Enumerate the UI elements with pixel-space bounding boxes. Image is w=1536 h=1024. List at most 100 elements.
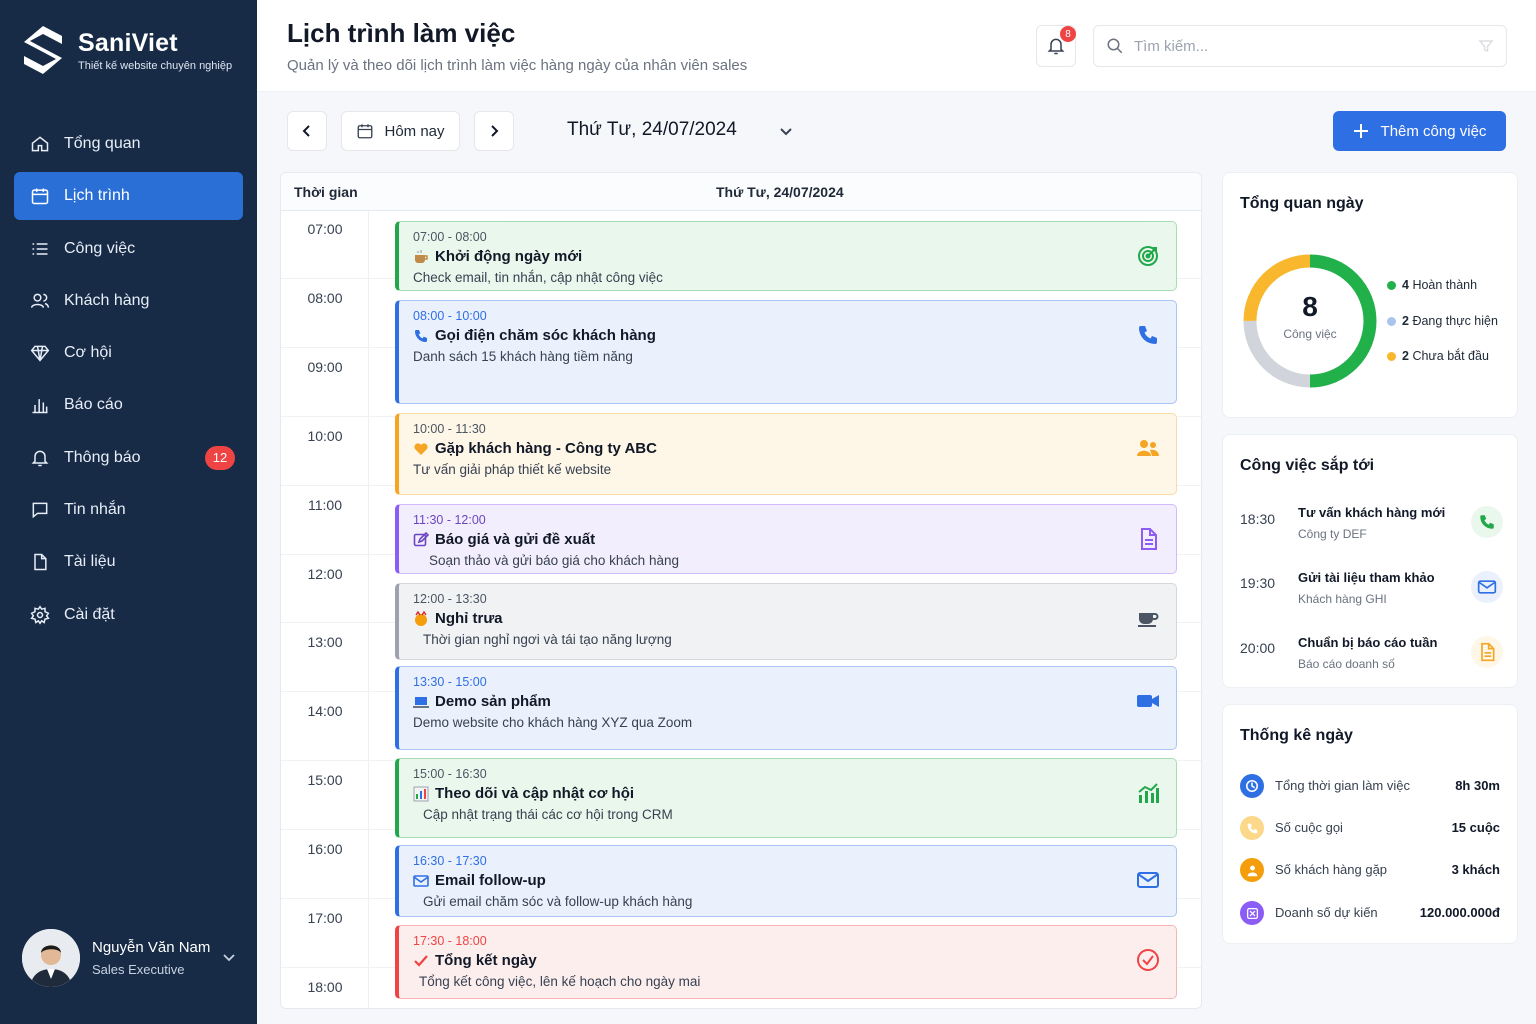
legend-count: 2 [1402,314,1409,328]
phone-icon [413,328,429,344]
event-card[interactable]: 17:30 - 18:00 Tổng kết ngày Tổng kết côn… [395,925,1177,999]
user-icon [1240,858,1264,882]
logo-icon [24,26,62,74]
prev-day-button[interactable] [287,111,327,151]
chart-emoji-icon [413,786,429,802]
donut-segment [1243,254,1377,388]
today-button[interactable]: Hôm nay [341,111,460,151]
sidebar-item-overview[interactable]: Tổng quan [14,120,243,168]
search-box[interactable] [1093,25,1507,67]
sidebar-item-notifications[interactable]: Thông báo 12 [14,434,243,482]
event-title: Báo giá và gửi đề xuất [413,531,1162,548]
bell-icon [1047,38,1065,55]
diamond-icon [30,343,50,363]
coffee-icon [1138,613,1159,627]
event-title: Gặp khách hàng - Công ty ABC [413,440,1162,457]
time-slot: 17:00 [307,910,343,926]
next-day-button[interactable] [474,111,514,151]
chevron-left-icon [302,125,310,137]
event-title: Email follow-up [413,872,1162,889]
time-slot: 12:00 [307,565,343,582]
day-column-header: Thứ Tư, 24/07/2024 [716,184,844,200]
daily-stats-card: Thống kê ngày Tổng thời gian làm việc 8h… [1222,704,1518,944]
current-date-label[interactable]: Thứ Tư, 24/07/2024 [567,119,737,140]
upcoming-item-title: Gửi tài liệu tham khảo [1298,570,1435,585]
user-profile[interactable]: Nguyễn Văn Nam Sales Executive [22,928,242,988]
calendar-icon [358,124,373,139]
sidebar-item-label: Lịch trình [64,187,130,205]
event-desc: Cập nhật trạng thái các cơ hội trong CRM [423,807,673,822]
upcoming-item-sub: Khách hàng GHI [1298,592,1387,606]
user-role: Sales Executive [92,962,185,977]
event-desc: Check email, tin nhắn, cập nhật công việ… [413,270,663,285]
sidebar-item-settings[interactable]: Cài đặt [14,591,243,639]
sidebar-item-label: Báo cáo [64,396,123,414]
upcoming-time: 20:00 [1240,640,1276,656]
user-name: Nguyễn Văn Nam [92,939,211,956]
sidebar-item-reports[interactable]: Báo cáo [14,381,243,429]
time-column-header: Thời gian [294,184,358,200]
bell-icon [30,448,50,468]
sidebar-item-opportunities[interactable]: Cơ hội [14,329,243,377]
sidebar-item-customers[interactable]: Khách hàng [14,277,243,325]
event-card[interactable]: 13:30 - 15:00 Demo sản phẩm Demo website… [395,666,1177,750]
event-title: Demo sản phẩm [413,693,1162,710]
document-icon[interactable] [1471,636,1503,668]
event-card[interactable]: 16:30 - 17:30 Email follow-up Gửi email … [395,845,1177,917]
time-slot: 13:00 [307,634,343,651]
stat-label: Tổng thời gian làm việc [1275,778,1410,793]
event-time: 11:30 - 12:00 [413,513,486,527]
schedule-header: Thời gian Thứ Tư, 24/07/2024 [281,173,1201,211]
event-title-text: Email follow-up [435,872,546,889]
event-card[interactable]: 07:00 - 08:00 Khởi động ngày mới Check e… [395,221,1177,291]
filter-icon[interactable] [1478,38,1494,54]
total-tasks-label: Công việc [1283,327,1337,341]
event-card[interactable]: 15:00 - 16:30 Theo dõi và cập nhật cơ hộ… [395,758,1177,838]
event-desc: Danh sách 15 khách hàng tiềm năng [413,349,633,364]
check-mark-icon [413,953,429,969]
stat-label: Số khách hàng gặp [1275,862,1388,877]
stat-value: 8h 30m [1455,778,1500,793]
sidebar-item-tasks[interactable]: Công việc [14,225,243,273]
legend-label: Đang thực hiện [1412,314,1498,328]
event-card[interactable]: 12:00 - 13:30 Nghỉ trưa Thời gian nghỉ n… [395,583,1177,660]
legend-label: Chưa bắt đầu [1412,349,1489,363]
notification-button[interactable]: 8 [1036,25,1076,67]
legend-count: 4 [1402,278,1409,292]
chevron-down-icon[interactable] [778,123,794,139]
total-tasks: 8 [1302,291,1318,322]
lunch-icon [413,610,429,627]
sidebar-item-label: Thông báo [64,448,141,466]
add-task-button[interactable]: Thêm công việc [1333,111,1506,151]
phone-icon[interactable] [1471,506,1503,538]
upcoming-item-title: Chuẩn bị báo cáo tuần [1298,635,1438,650]
event-title-text: Báo giá và gửi đề xuất [435,531,596,548]
event-title-text: Theo dõi và cập nhật cơ hội [435,785,635,802]
sidebar-item-documents[interactable]: Tài liệu [14,538,243,586]
video-icon [1137,695,1159,707]
group-icon [1137,440,1159,456]
chevron-down-icon[interactable] [222,950,236,964]
upcoming-item-title: Tư vấn khách hàng mới [1298,505,1446,520]
calendar-icon [30,186,50,206]
phone-icon [1139,326,1157,344]
heart-hands-icon [413,441,429,457]
sidebar-item-messages[interactable]: Tin nhắn [14,486,243,534]
chart-icon [1138,783,1159,803]
upcoming-time: 19:30 [1240,575,1276,591]
brand[interactable]: SaniViet Thiết kế website chuyên nghiệp [22,24,232,76]
time-slot: 11:00 [308,496,342,513]
sidebar-item-schedule[interactable]: Lịch trình [14,172,243,221]
event-card[interactable]: 11:30 - 12:00 Báo giá và gửi đề xuất Soạ… [395,504,1177,574]
legend-label: Hoàn thành [1412,278,1478,292]
event-time: 17:30 - 18:00 [413,934,487,948]
event-card[interactable]: 08:00 - 10:00 Gọi điện chăm sóc khách hà… [395,300,1177,404]
target-icon [1138,246,1158,266]
mail-icon[interactable] [1471,571,1503,603]
stat-value: 15 cuộc [1451,820,1500,835]
avatar [22,929,80,987]
header: Lịch trình làm việc Quản lý và theo dõi … [257,0,1536,92]
search-input[interactable] [1134,37,1464,55]
event-card[interactable]: 10:00 - 11:30 Gặp khách hàng - Công ty A… [395,413,1177,495]
mail-small-icon [413,873,429,889]
